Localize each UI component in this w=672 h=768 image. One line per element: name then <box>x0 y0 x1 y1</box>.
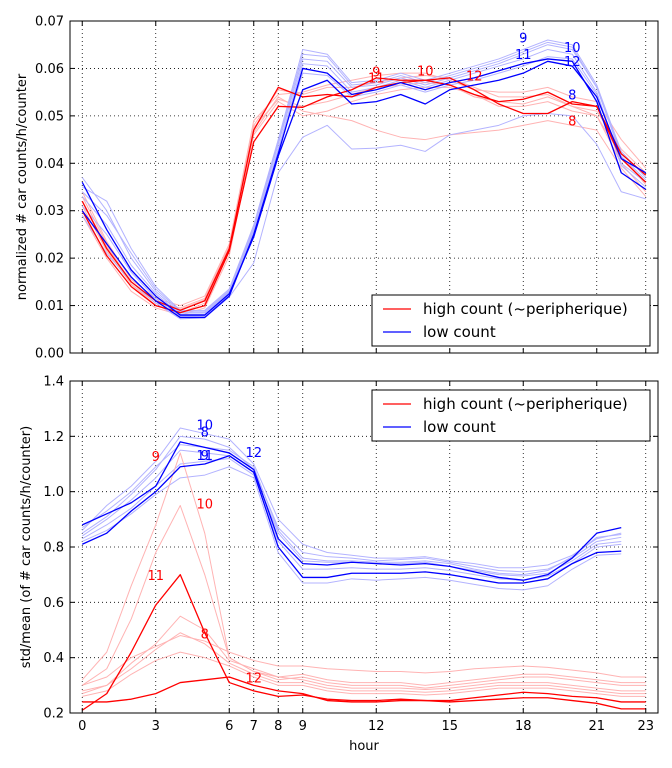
series-line-high-count <box>81 86 647 316</box>
series-line-high-count <box>81 505 646 689</box>
legend: high count (~peripherique) low count <box>371 389 651 442</box>
legend: high count (~peripherique) low count <box>371 294 651 347</box>
y-tick-label: 0.6 <box>43 596 64 611</box>
annotation-label: 10 <box>196 418 213 433</box>
legend-label: low count <box>423 418 496 436</box>
series-line-high-count <box>81 82 647 314</box>
annotation-label: 11 <box>147 569 164 584</box>
y-axis-label: normalized # car counts/h/counter <box>15 73 30 300</box>
series-line-high-count <box>81 75 647 309</box>
x-tick-label: 15 <box>441 719 458 734</box>
series-line-high-count <box>82 651 646 697</box>
series-line-low-count <box>81 435 622 573</box>
series-line-low-count <box>81 48 647 315</box>
x-tick-label: 7 <box>250 719 258 734</box>
x-tick-label: 9 <box>299 719 307 734</box>
legend-label: high count (~peripherique) <box>423 300 628 318</box>
annotation-label: 8 <box>201 425 209 440</box>
annotation-label: 8 <box>201 627 209 642</box>
series-line-high-count <box>82 635 646 686</box>
x-axis-label: hour <box>349 739 379 754</box>
annotation-label: 11 <box>368 72 385 87</box>
y-tick-label: 0.04 <box>35 157 64 172</box>
series-line-low-count <box>81 427 622 569</box>
series-line-high-count <box>81 77 647 314</box>
y-tick-label: 0.02 <box>35 252 64 267</box>
series-line-low-count <box>81 60 647 316</box>
y-tick-label: 0.8 <box>43 541 64 556</box>
series-line-low-count <box>81 112 646 320</box>
series-line-low-count <box>81 58 647 319</box>
series-line-high-count <box>82 676 646 710</box>
y-tick-label: 0.05 <box>35 109 64 124</box>
legend-box <box>371 294 651 347</box>
series-line-low-count <box>81 455 622 584</box>
annotation-label: 12 <box>245 672 262 687</box>
annotation-label: 9 <box>201 449 209 464</box>
y-axis-label: std/mean (of # car counts/h/counter) <box>19 426 34 668</box>
y-tick-label: 0.03 <box>35 204 64 219</box>
series-line-low-count <box>82 466 622 591</box>
y-tick-label: 0.00 <box>35 347 64 362</box>
y-tick-label: 0.4 <box>43 651 64 666</box>
annotation-label: 9 <box>152 450 160 465</box>
series-line-low-count <box>81 441 622 581</box>
series-line-high-count <box>82 615 646 695</box>
y-tick-label: 1.2 <box>43 430 64 445</box>
y-tick-label: 0.07 <box>35 15 64 30</box>
annotation-label: 8 <box>568 88 576 103</box>
series-line-high-count <box>82 632 646 695</box>
series-line-low-count <box>81 39 647 311</box>
annotation-label: 9 <box>372 65 380 80</box>
x-tick-label: 23 <box>637 719 654 734</box>
annotation-label: 12 <box>245 446 262 461</box>
y-tick-label: 1.4 <box>43 375 64 390</box>
series-line-low-count <box>81 56 647 317</box>
x-tick-label: 12 <box>368 719 385 734</box>
axes-frame <box>69 20 659 354</box>
series-line-high-count <box>81 452 646 686</box>
annotation-label: 11 <box>515 48 532 63</box>
legend-box <box>371 389 651 442</box>
x-tick-label: 21 <box>588 719 605 734</box>
y-tick-label: 0.2 <box>43 707 64 722</box>
series-line-low-count <box>81 449 622 577</box>
series-line-low-count <box>81 444 622 576</box>
legend-label: low count <box>423 323 496 341</box>
x-tick-label: 18 <box>515 719 532 734</box>
annotation-label: 8 <box>568 114 576 129</box>
y-tick-label: 1.0 <box>43 485 64 500</box>
x-tick-label: 3 <box>152 719 160 734</box>
series-line-high-count <box>81 96 647 310</box>
x-tick-label: 6 <box>225 719 233 734</box>
series-line-high-count <box>81 72 647 307</box>
annotation-label: 12 <box>466 69 483 84</box>
annotation-label: 12 <box>564 55 581 70</box>
series-line-high-count <box>81 77 647 311</box>
annotation-label: 10 <box>564 41 581 56</box>
x-tick-label: 0 <box>78 719 86 734</box>
y-tick-label: 0.06 <box>35 62 64 77</box>
annotation-label: 11 <box>196 449 213 464</box>
series-line-high-count <box>81 574 646 711</box>
annotation-label: 9 <box>519 31 527 46</box>
x-tick-label: 8 <box>274 719 282 734</box>
y-tick-label: 0.01 <box>35 299 64 314</box>
legend-label: high count (~peripherique) <box>423 395 628 413</box>
annotation-label: 10 <box>417 65 434 80</box>
series-line-low-count <box>81 41 647 312</box>
annotation-label: 10 <box>196 497 213 512</box>
